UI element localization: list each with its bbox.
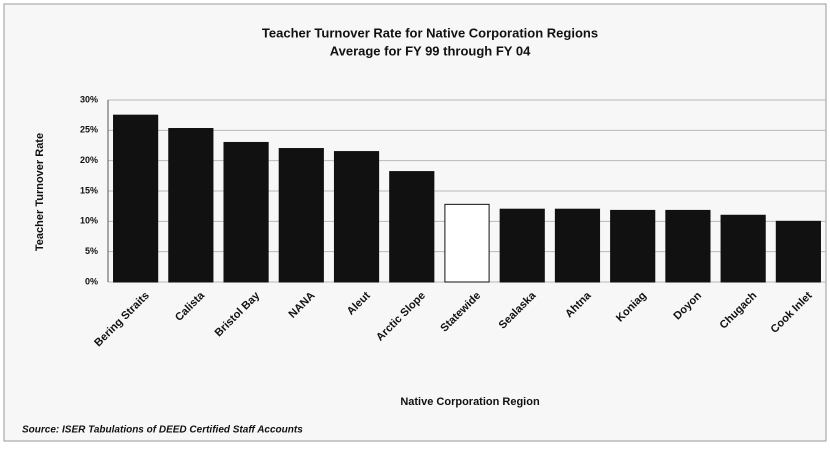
x-axis-label: Native Corporation Region <box>400 396 540 408</box>
y-tick-label: 5% <box>85 246 98 256</box>
bar <box>554 208 601 283</box>
bar <box>278 148 324 283</box>
bar <box>389 171 435 283</box>
source-note: Source: ISER Tabulations of DEED Certifi… <box>22 425 303 436</box>
bar <box>168 128 214 283</box>
bar <box>223 141 269 283</box>
y-axis-label: Teacher Turnover Rate <box>34 133 46 251</box>
bar <box>333 151 380 283</box>
bar <box>720 214 766 283</box>
y-tick-label: 15% <box>80 185 98 195</box>
bar <box>113 114 159 283</box>
bar <box>499 208 545 283</box>
bar <box>444 203 490 283</box>
y-tick-label: 30% <box>80 94 98 104</box>
chart-title: Teacher Turnover Rate for Native Corpora… <box>262 25 598 40</box>
bar <box>665 209 711 283</box>
y-tick-label: 0% <box>85 276 98 286</box>
bar <box>775 220 821 283</box>
y-tick-label: 25% <box>80 125 98 135</box>
y-tick-label: 20% <box>80 155 98 165</box>
y-tick-label: 10% <box>80 216 98 226</box>
chart-subtitle: Average for FY 99 through FY 04 <box>330 43 531 58</box>
bar <box>610 209 656 283</box>
